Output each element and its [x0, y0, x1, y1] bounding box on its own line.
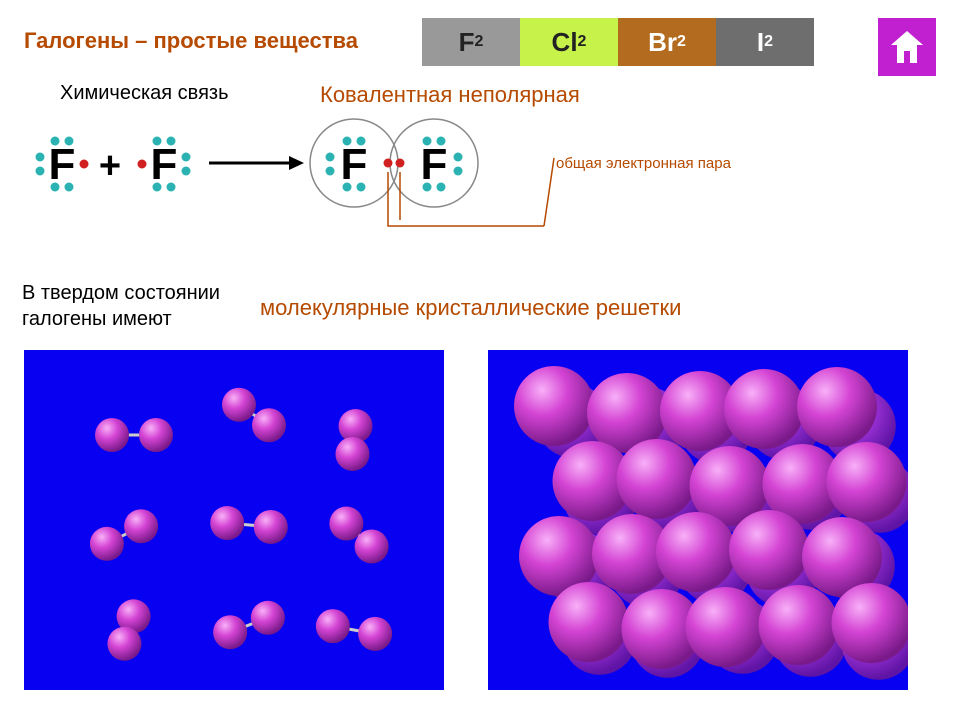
halogen-box-f: F2 — [422, 18, 520, 66]
home-icon[interactable] — [878, 18, 936, 76]
bond-type-label: Ковалентная неполярная — [320, 82, 580, 108]
house-roof — [891, 31, 923, 45]
solid-state-text: В твердом состоянии галогены имеют — [22, 280, 220, 332]
title-text: Галогены – простые вещества — [24, 28, 358, 53]
svg-text:+: + — [99, 145, 121, 187]
lattice-text: молекулярные кристаллические решетки — [260, 295, 681, 320]
lewis-diagram: F + F F F — [14, 108, 654, 238]
svg-text:F: F — [151, 140, 178, 189]
shared-pair-text: общая электронная пара — [556, 155, 731, 172]
svg-text:F: F — [341, 140, 368, 189]
solid-line1: В твердом состоянии — [22, 282, 220, 304]
house-door — [904, 51, 910, 63]
svg-text:F: F — [421, 140, 448, 189]
halogen-box-br: Br2 — [618, 18, 716, 66]
shared-pair-label: общая электронная пара — [556, 155, 731, 172]
bond-type-text: Ковалентная неполярная — [320, 82, 580, 107]
molecular-panel-dense — [488, 350, 908, 690]
bond-subtitle-text: Химическая связь — [60, 82, 229, 104]
lattice-label: молекулярные кристаллические решетки — [260, 295, 681, 321]
svg-text:F: F — [49, 140, 76, 189]
halogen-box-i: I2 — [716, 18, 814, 66]
page-title: Галогены – простые вещества — [24, 28, 358, 54]
halogen-boxes: F2Cl2Br2I2 — [422, 18, 814, 66]
halogen-box-cl: Cl2 — [520, 18, 618, 66]
solid-line2: галогены имеют — [22, 308, 172, 330]
molecular-panel-sparse — [24, 350, 444, 690]
bond-subtitle: Химическая связь — [60, 82, 229, 105]
